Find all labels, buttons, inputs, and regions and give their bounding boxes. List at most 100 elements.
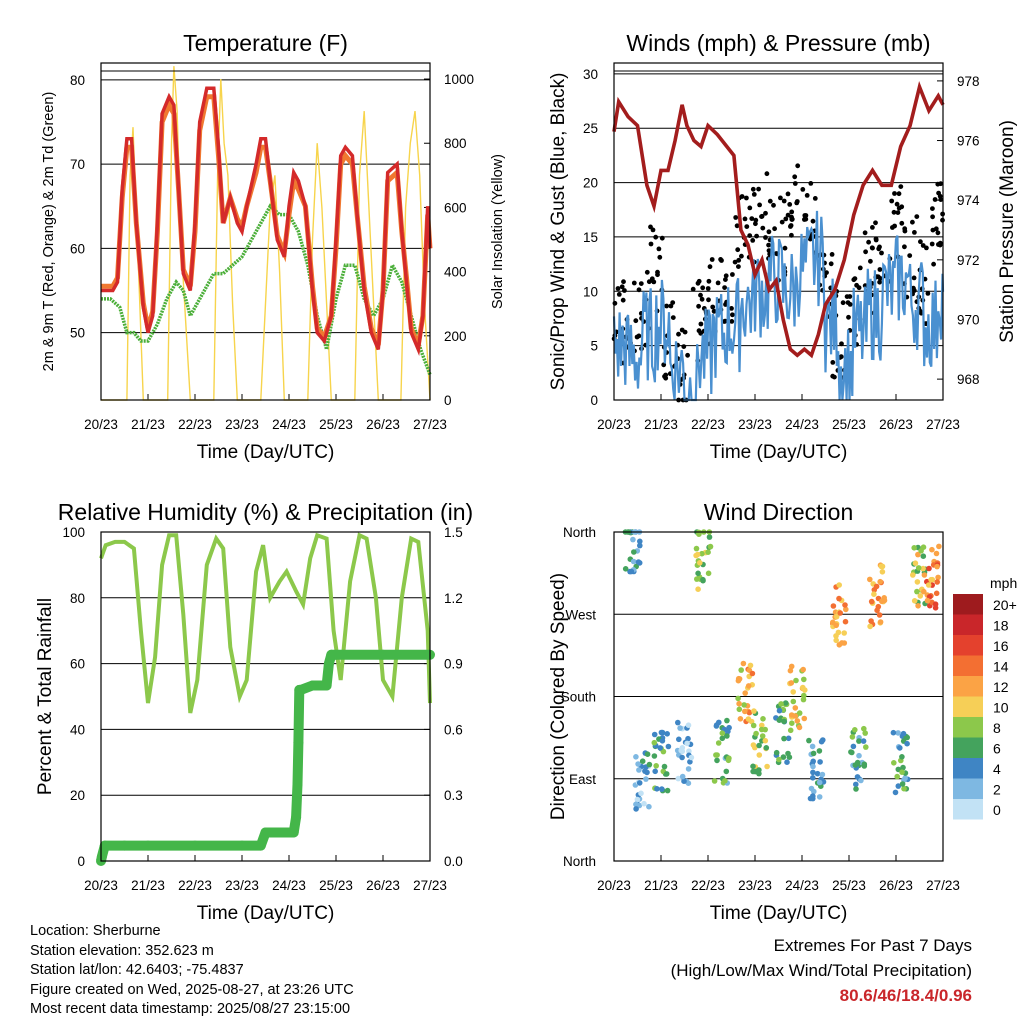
direction-point xyxy=(699,550,705,557)
x-tick-label: 21/23 xyxy=(131,417,165,432)
gust-point xyxy=(742,216,748,222)
series-temp-2m xyxy=(101,86,432,356)
y-tick-label: 25 xyxy=(583,121,598,136)
gust-point xyxy=(620,297,626,303)
y2-tick-label: 400 xyxy=(444,265,467,280)
gust-point xyxy=(873,220,878,226)
direction-point xyxy=(856,738,862,744)
direction-point xyxy=(700,576,706,583)
direction-point xyxy=(895,783,902,789)
direction-point xyxy=(802,687,808,693)
legend-swatch xyxy=(953,799,983,820)
gust-point xyxy=(772,226,777,232)
direction-point xyxy=(639,758,646,764)
y-tick-label: 60 xyxy=(70,241,85,256)
x-tick-label: 24/23 xyxy=(785,417,819,432)
y-tick-label: 0 xyxy=(590,393,598,408)
gust-point xyxy=(935,181,941,187)
direction-point xyxy=(934,579,940,585)
direction-point xyxy=(800,666,806,673)
direction-point xyxy=(925,582,932,588)
gust-point xyxy=(807,236,813,242)
gust-point xyxy=(812,196,818,201)
x-tick-label: 21/23 xyxy=(131,878,165,893)
gust-point xyxy=(895,210,901,216)
gust-point xyxy=(910,219,915,225)
gust-point xyxy=(782,245,788,251)
direction-point xyxy=(762,737,769,744)
gust-point xyxy=(846,314,851,320)
direction-point xyxy=(890,729,897,736)
gust-point xyxy=(736,264,741,269)
direction-point xyxy=(810,775,816,781)
y2-tick-label: 970 xyxy=(957,312,980,327)
direction-point xyxy=(742,690,748,696)
gust-point xyxy=(646,279,652,285)
direction-point xyxy=(697,560,703,566)
direction-point xyxy=(664,787,671,794)
legend-swatch xyxy=(953,737,983,758)
gust-point xyxy=(937,242,943,248)
direction-point xyxy=(713,722,720,728)
direction-point xyxy=(784,759,790,765)
y-axis-label: Sonic/Prop Wind & Gust (Blue, Black) xyxy=(548,73,569,391)
x-tick-label: 27/23 xyxy=(413,878,447,893)
direction-point xyxy=(695,586,701,592)
direction-point xyxy=(725,757,732,764)
gust-point xyxy=(619,284,625,290)
gust-point xyxy=(764,171,770,177)
series-dewpoint xyxy=(101,203,432,376)
gust-point xyxy=(829,252,835,257)
direction-point xyxy=(646,803,652,810)
y-tick-label: 5 xyxy=(590,339,598,354)
gust-point xyxy=(766,242,771,248)
direction-point xyxy=(745,716,752,722)
gust-point xyxy=(877,267,883,272)
direction-point xyxy=(661,763,668,770)
gust-point xyxy=(685,352,690,358)
direction-point xyxy=(686,748,692,754)
y2-tick-label: 0.0 xyxy=(444,854,463,869)
gust-point xyxy=(844,294,850,299)
x-tick-label: 23/23 xyxy=(225,878,259,893)
direction-point xyxy=(800,696,807,703)
legend-label: 0 xyxy=(993,802,1001,818)
station-latlon: Station lat/lon: 42.6403; -75.4837 xyxy=(30,962,244,979)
direction-point xyxy=(810,793,816,799)
direction-point xyxy=(781,735,787,742)
gust-point xyxy=(655,269,660,275)
direction-point xyxy=(750,763,756,770)
direction-point xyxy=(920,565,926,572)
gust-point xyxy=(930,206,935,212)
gust-point xyxy=(932,197,938,202)
direction-point xyxy=(928,576,934,583)
direction-point xyxy=(918,548,924,554)
gust-point xyxy=(766,229,772,235)
gust-point xyxy=(759,213,765,219)
direction-point xyxy=(790,689,796,695)
direction-point xyxy=(878,563,885,570)
y-tick-label: 40 xyxy=(70,722,85,737)
direction-point xyxy=(676,736,682,743)
y2-tick-label: 974 xyxy=(957,193,980,208)
gust-point xyxy=(792,174,798,180)
direction-point xyxy=(756,767,762,773)
gust-point xyxy=(804,193,810,198)
direction-point xyxy=(877,578,883,585)
direction-point xyxy=(861,725,867,732)
panel-title: Temperature (F) xyxy=(183,30,348,56)
direction-point xyxy=(763,745,770,751)
direction-point xyxy=(706,534,713,540)
direction-point xyxy=(736,706,743,713)
direction-point xyxy=(899,781,906,787)
direction-point xyxy=(742,708,748,715)
direction-point xyxy=(749,670,756,677)
gust-point xyxy=(757,202,762,208)
y2-tick-label: 0 xyxy=(444,393,452,408)
gust-point xyxy=(830,373,836,379)
direction-point xyxy=(679,773,686,780)
direction-point xyxy=(638,790,644,797)
direction-point xyxy=(634,796,641,803)
gust-point xyxy=(710,304,716,310)
gust-point xyxy=(753,217,759,223)
